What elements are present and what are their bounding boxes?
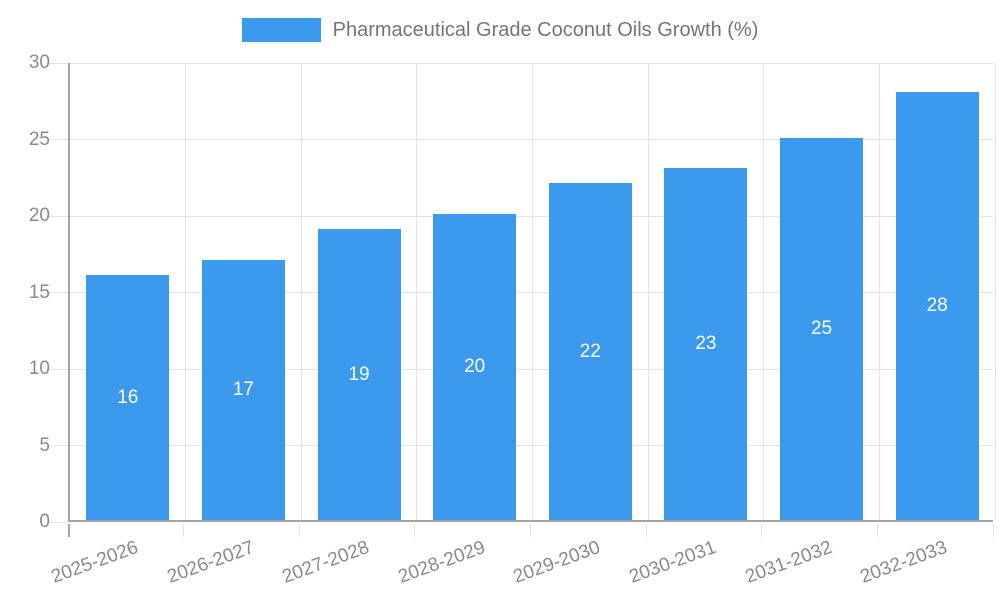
bar: 23 xyxy=(664,168,748,520)
chart-legend: Pharmaceutical Grade Coconut Oils Growth… xyxy=(0,18,1000,42)
x-tick-label: 2031-2032 xyxy=(742,537,835,588)
bar: 28 xyxy=(895,91,979,520)
x-gridline xyxy=(763,63,765,520)
bar-value-label: 19 xyxy=(348,363,370,385)
bar-value-label: 17 xyxy=(232,378,254,400)
x-tick-mark xyxy=(298,524,300,537)
y-tick-mark xyxy=(48,292,68,293)
y-gridline xyxy=(70,445,993,446)
y-gridline xyxy=(70,62,993,64)
x-tick-mark xyxy=(645,524,647,537)
x-gridline xyxy=(878,63,880,520)
y-tick-mark xyxy=(48,368,68,370)
x-tick-label: 2032-2033 xyxy=(857,537,951,588)
x-gridline xyxy=(416,63,418,520)
bar: 25 xyxy=(780,137,864,520)
bar: 22 xyxy=(548,183,632,520)
x-tick-label: 2026-2027 xyxy=(164,537,257,588)
y-tick-label: 30 xyxy=(28,52,50,73)
x-tick-mark xyxy=(67,524,70,537)
x-gridline xyxy=(185,63,187,520)
y-gridline xyxy=(70,368,993,370)
x-tick-mark xyxy=(761,524,763,537)
bar-value-label: 28 xyxy=(926,294,948,316)
y-tick-label: 15 xyxy=(28,281,50,303)
bar: 19 xyxy=(317,229,401,520)
x-tick-mark xyxy=(530,524,531,537)
y-gridline xyxy=(70,292,993,293)
legend-color-swatch xyxy=(241,18,321,42)
x-tick-mark xyxy=(414,524,416,537)
legend-label: Pharmaceutical Grade Coconut Oils Growth… xyxy=(332,18,759,41)
y-tick-label: 0 xyxy=(39,511,50,532)
y-tick-mark xyxy=(48,521,68,523)
x-gridline xyxy=(647,63,649,520)
y-tick-label: 10 xyxy=(28,358,50,379)
y-tick-label: 25 xyxy=(28,128,50,150)
y-tick-mark xyxy=(48,62,68,64)
bar-value-label: 16 xyxy=(117,386,139,408)
y-gridline xyxy=(70,139,993,140)
y-tick-mark xyxy=(48,139,68,140)
x-gridline xyxy=(994,63,996,520)
y-tick-label: 5 xyxy=(39,434,50,456)
bar-value-label: 22 xyxy=(579,340,601,362)
bar-value-label: 20 xyxy=(464,356,486,377)
x-tick-label: 2028-2029 xyxy=(395,537,488,588)
legend-item[interactable]: Pharmaceutical Grade Coconut Oils Growth… xyxy=(241,18,759,42)
x-tick-mark xyxy=(992,524,994,537)
bar: 16 xyxy=(86,275,170,520)
x-gridline xyxy=(300,63,302,520)
x-tick-label: 2030-2031 xyxy=(626,537,720,588)
x-tick-mark xyxy=(183,524,185,537)
y-tick-mark xyxy=(48,215,68,217)
y-tick-label: 20 xyxy=(28,205,50,226)
bar: 17 xyxy=(201,259,285,520)
y-tick-mark xyxy=(48,445,68,446)
bar: 20 xyxy=(433,214,517,520)
x-tick-label: 2029-2030 xyxy=(510,537,604,588)
plot-area: 16 17 19 20 22 23 25 28 xyxy=(68,62,996,522)
bar-value-label: 23 xyxy=(695,333,717,355)
bar-value-label: 25 xyxy=(810,317,833,339)
x-tick-mark xyxy=(876,524,878,537)
x-tick-label: 2027-2028 xyxy=(279,537,373,588)
x-gridline xyxy=(532,63,533,520)
x-tick-label: 2025-2026 xyxy=(48,537,141,588)
y-gridline xyxy=(70,215,993,217)
